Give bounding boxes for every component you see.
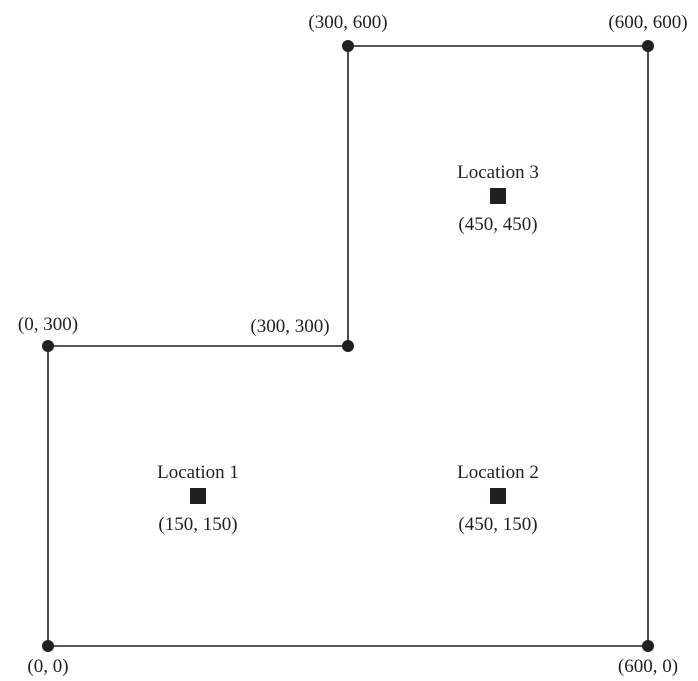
vertex-point	[42, 340, 54, 352]
location-name: Location 3	[457, 162, 539, 183]
vertex-label: (300, 600)	[308, 12, 387, 33]
location-marker	[190, 488, 206, 504]
vertex-labels: (0, 0) (600, 0) (600, 600) (300, 600) (300, …	[18, 12, 688, 677]
vertex-label: (300, 300)	[250, 316, 329, 337]
location-coordinate-label: (150, 150)	[158, 514, 237, 535]
vertex-label: (600, 0)	[618, 656, 678, 677]
vertex-label: (0, 0)	[27, 656, 68, 677]
location-loc3: Location 3 (450, 450)	[457, 162, 539, 235]
location-name: Location 2	[457, 462, 539, 483]
location-marker	[490, 188, 506, 204]
vertex-label: (600, 600)	[608, 12, 687, 33]
location-name: Location 1	[157, 462, 239, 483]
location-loc1: Location 1 (150, 150)	[157, 462, 239, 535]
vertex-label: (0, 300)	[18, 314, 78, 335]
vertex-point	[342, 340, 354, 352]
vertex-point	[42, 640, 54, 652]
location-marker	[490, 488, 506, 504]
vertex-point	[642, 640, 654, 652]
vertex-point	[642, 40, 654, 52]
boundary-vertices	[42, 40, 654, 652]
location-loc2: Location 2 (450, 150)	[457, 462, 539, 535]
vertex-point	[342, 40, 354, 52]
location-coordinate-label: (450, 150)	[458, 514, 537, 535]
location-coordinate-label: (450, 450)	[458, 214, 537, 235]
locations: Location 1 (150, 150) Location 2 (450, 150)…	[157, 162, 539, 535]
boundary-edges	[47, 45, 649, 647]
